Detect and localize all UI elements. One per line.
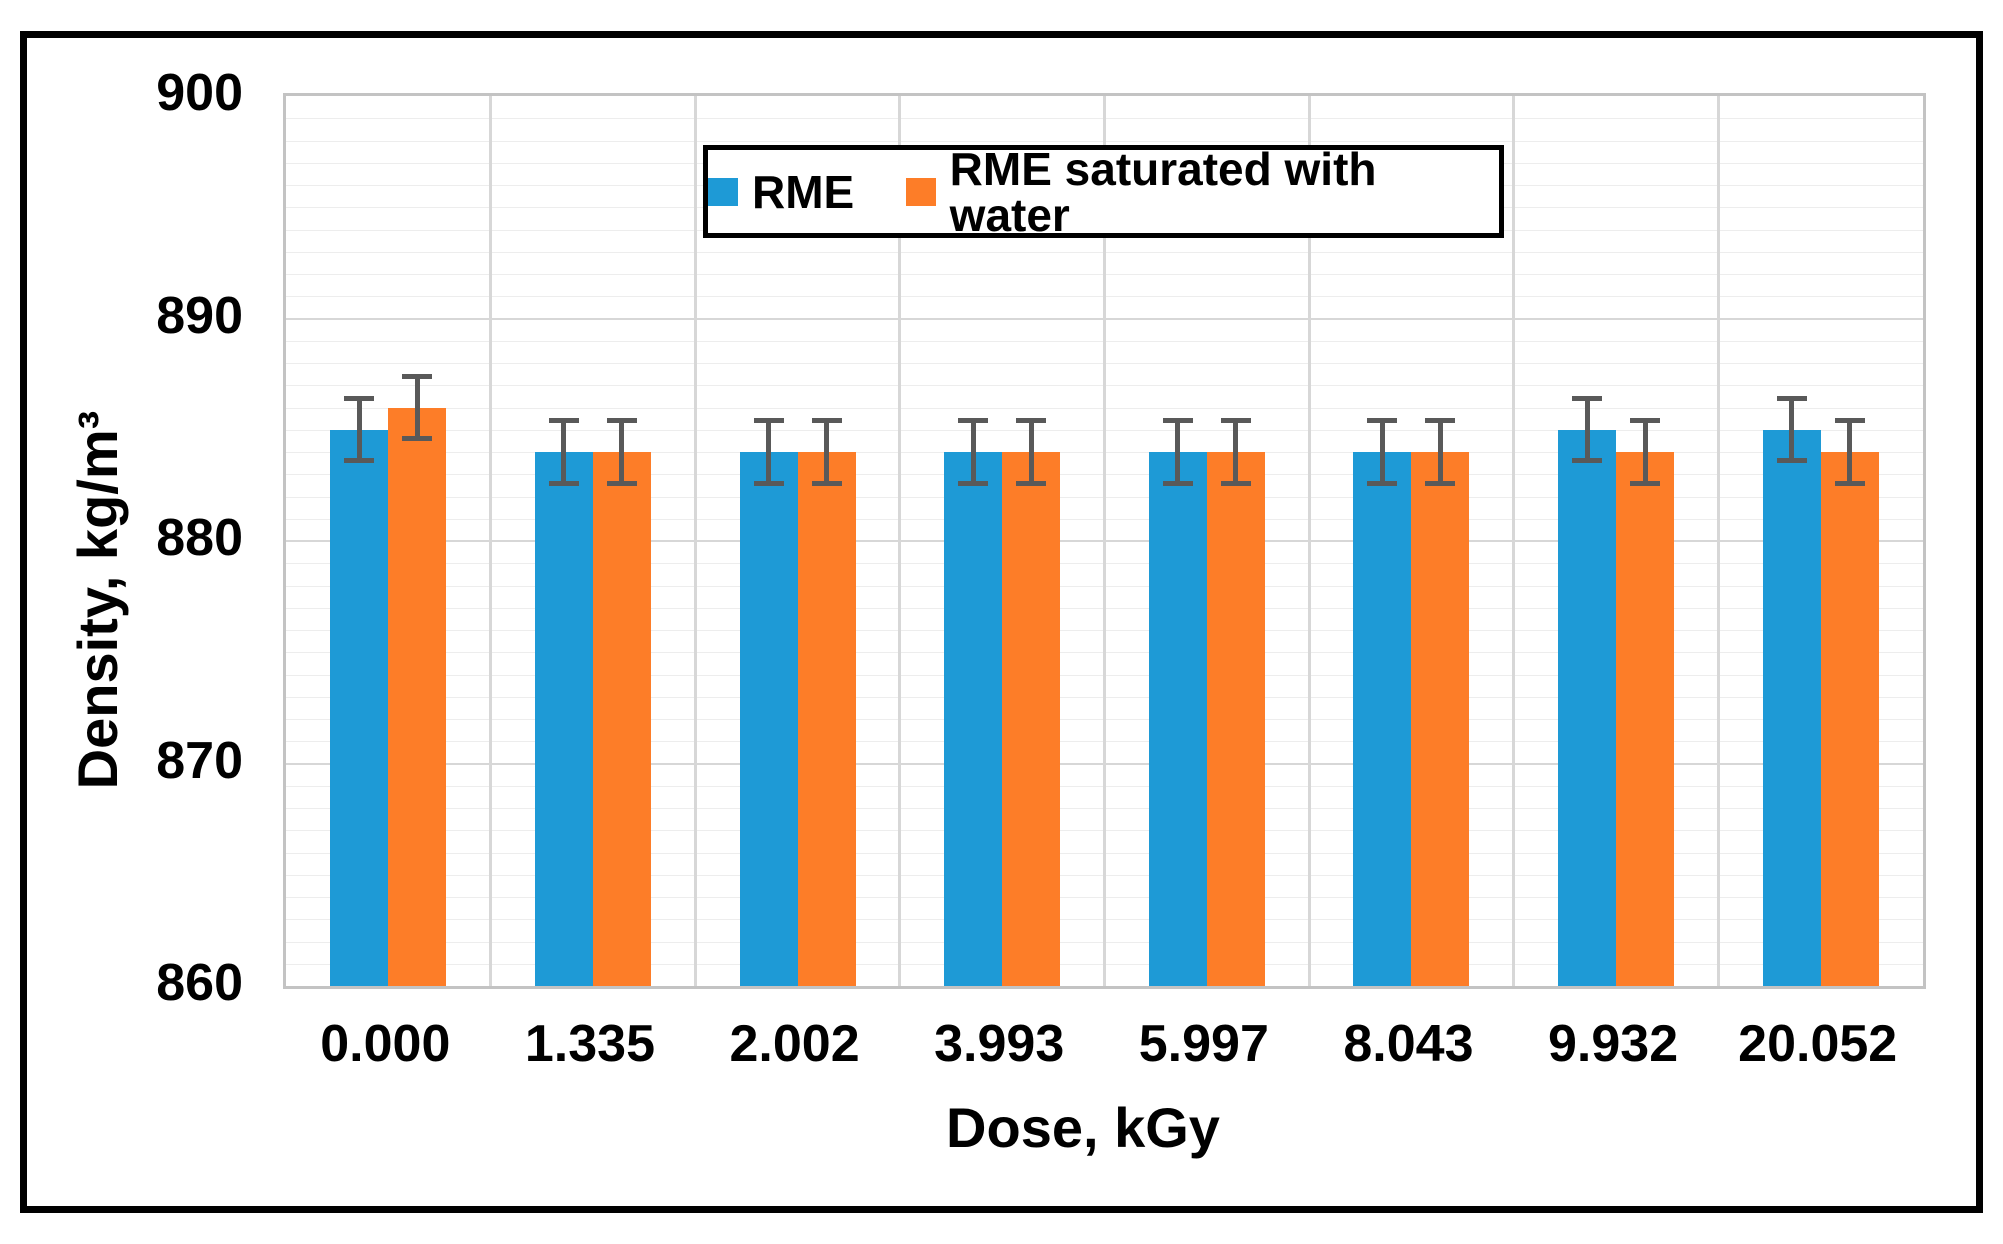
error-bar-cap xyxy=(1572,458,1603,464)
bar-rme-saturated xyxy=(388,407,447,986)
y-tick-label: 880 xyxy=(156,509,243,567)
bar-rme-saturated xyxy=(1820,452,1879,986)
error-bar-cap xyxy=(402,436,433,442)
legend-label-rme: RME xyxy=(752,165,855,218)
bar-rme xyxy=(330,429,389,986)
error-bar-cap xyxy=(1834,480,1865,486)
error-bar-cap xyxy=(753,480,784,486)
gridline-vertical xyxy=(693,96,697,986)
error-bar-cap xyxy=(1776,458,1807,464)
bar-rme-saturated xyxy=(1206,452,1265,986)
error-bar xyxy=(824,420,830,484)
bar-rme xyxy=(1762,429,1821,986)
error-bar-cap xyxy=(344,396,375,402)
error-bar-cap xyxy=(1630,480,1661,486)
gridline-vertical xyxy=(1716,96,1720,986)
x-tick-label: 3.993 xyxy=(934,1015,1065,1073)
bar-rme-saturated xyxy=(592,452,651,986)
plot-area xyxy=(283,93,1926,989)
error-bar xyxy=(414,376,420,439)
gridline-vertical xyxy=(898,96,902,986)
bar-rme-saturated xyxy=(1616,452,1675,986)
error-bar-cap xyxy=(1367,480,1398,486)
error-bar-cap xyxy=(958,480,989,486)
legend: RME RME saturated with water xyxy=(703,145,1504,238)
y-tick-label: 870 xyxy=(156,731,243,790)
gridline-vertical xyxy=(1307,96,1311,986)
error-bar-cap xyxy=(402,373,433,379)
error-bar xyxy=(356,398,362,461)
bar-rme xyxy=(1558,429,1617,986)
error-bar-cap xyxy=(548,480,579,486)
error-bar xyxy=(1584,398,1590,461)
error-bar xyxy=(970,420,976,484)
x-axis-title: Dose, kGy xyxy=(946,1096,1220,1159)
bar-rme xyxy=(739,452,798,986)
legend-label-rme-saturated: RME saturated with water xyxy=(949,142,1377,241)
error-bar xyxy=(1233,420,1239,484)
error-bar xyxy=(1642,420,1648,484)
error-bar-cap xyxy=(1220,480,1251,486)
error-bar xyxy=(1847,420,1853,484)
error-bar-cap xyxy=(1776,396,1807,402)
gridline-vertical xyxy=(1512,96,1516,986)
y-tick-label: 860 xyxy=(156,954,243,1012)
error-bar xyxy=(1175,420,1181,484)
error-bar xyxy=(1789,398,1795,461)
error-bar xyxy=(619,420,625,484)
error-bar-cap xyxy=(548,418,579,424)
x-tick-label: 9.932 xyxy=(1547,1015,1679,1073)
x-tick-label: 5.997 xyxy=(1138,1015,1269,1073)
error-bar xyxy=(766,420,772,484)
error-bar-cap xyxy=(344,458,375,464)
bar-rme xyxy=(534,452,593,986)
legend-item-rme-saturated: RME saturated with water xyxy=(906,146,1499,238)
x-tick-label: 20.052 xyxy=(1738,1015,1898,1073)
y-tick-label: 900 xyxy=(156,64,243,122)
error-bar-cap xyxy=(1016,480,1047,486)
legend-swatch-rme-saturated xyxy=(906,177,936,206)
error-bar-cap xyxy=(606,418,637,424)
error-bar-cap xyxy=(1220,418,1251,424)
error-bar-cap xyxy=(1016,418,1047,424)
error-bar-cap xyxy=(1425,418,1456,424)
y-tick-label: 890 xyxy=(156,286,243,345)
bar-rme xyxy=(1148,452,1207,986)
gridline-vertical xyxy=(489,96,493,986)
error-bar-cap xyxy=(753,418,784,424)
error-bar-cap xyxy=(811,418,842,424)
error-bar-cap xyxy=(958,418,989,424)
error-bar-cap xyxy=(1162,480,1193,486)
bar-rme xyxy=(944,452,1003,986)
error-bar-cap xyxy=(1162,418,1193,424)
legend-item-rme: RME xyxy=(708,169,854,215)
gridline-vertical xyxy=(1103,96,1106,986)
error-bar xyxy=(1379,420,1385,484)
error-bar-cap xyxy=(1630,418,1661,424)
x-tick-label: 8.043 xyxy=(1343,1015,1474,1073)
x-tick-label: 0.000 xyxy=(320,1015,451,1073)
error-bar-cap xyxy=(811,480,842,486)
x-tick-label: 2.002 xyxy=(729,1015,860,1073)
bar-rme-saturated xyxy=(1411,452,1470,986)
error-bar-cap xyxy=(1367,418,1398,424)
error-bar-cap xyxy=(1572,396,1603,402)
error-bar-cap xyxy=(1834,418,1865,424)
bar-rme xyxy=(1353,452,1412,986)
legend-swatch-rme xyxy=(708,177,738,206)
y-axis-title: Density, kg/m³ xyxy=(66,410,129,790)
error-bar-cap xyxy=(606,480,637,486)
x-tick-label: 1.335 xyxy=(524,1015,655,1073)
error-bar xyxy=(1028,420,1034,484)
error-bar xyxy=(561,420,567,484)
bar-rme-saturated xyxy=(1002,452,1061,986)
bar-rme-saturated xyxy=(797,452,856,986)
error-bar xyxy=(1437,420,1443,484)
error-bar-cap xyxy=(1425,480,1456,486)
